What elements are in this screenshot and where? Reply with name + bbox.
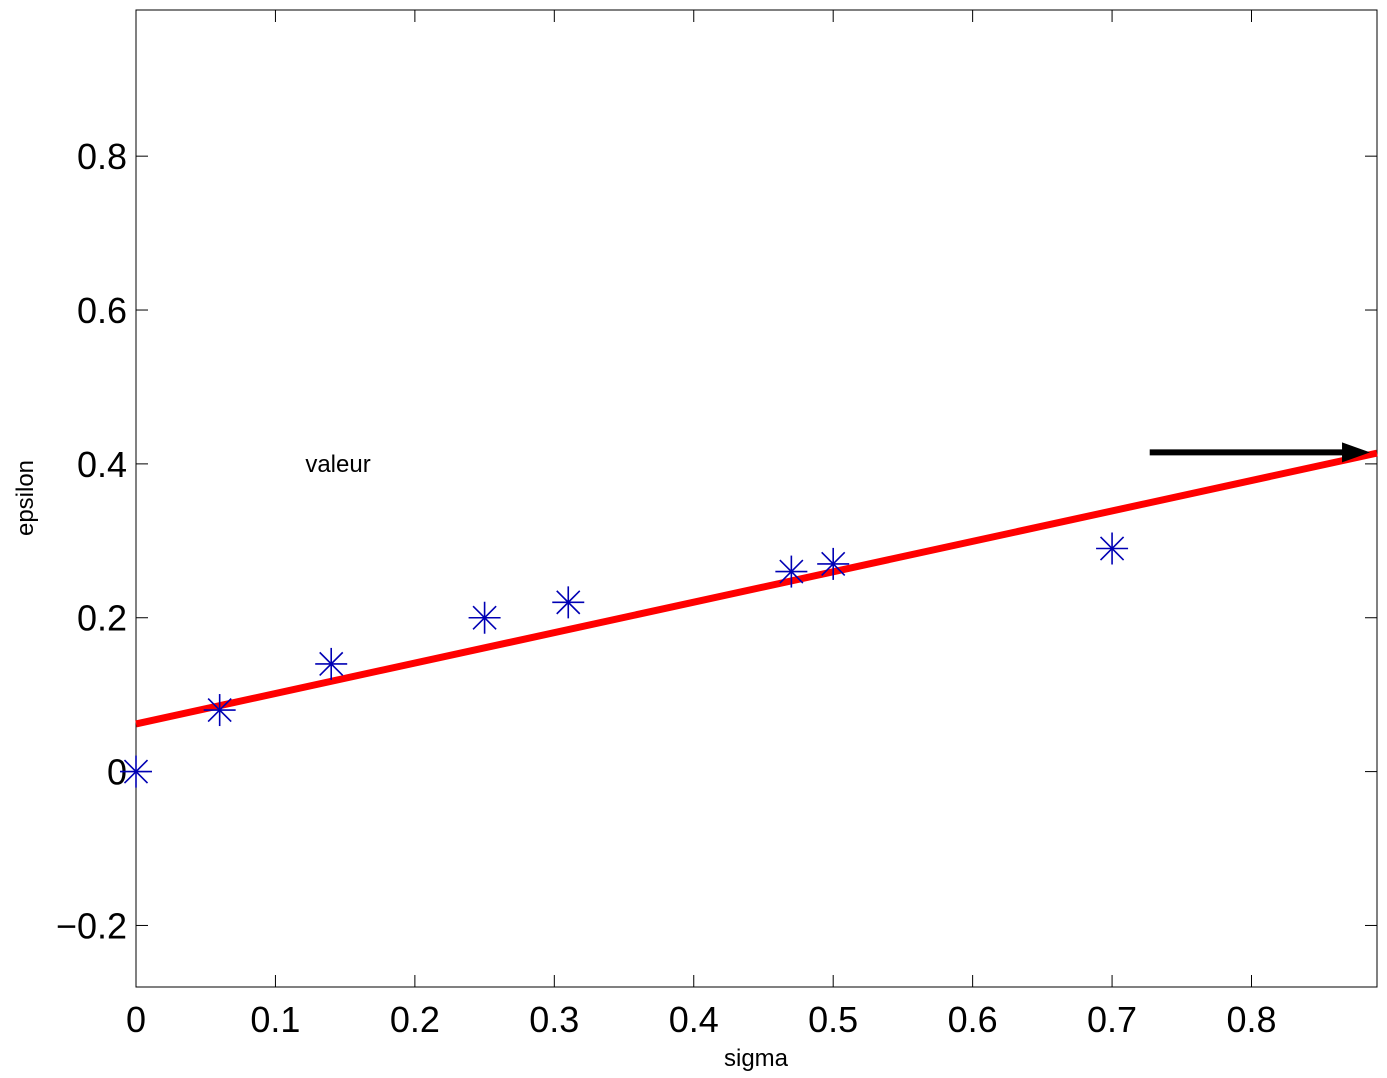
y-axis-label: epsilon: [12, 460, 39, 536]
y-tick-label: 0.6: [77, 290, 127, 331]
x-tick-label: 0.5: [808, 999, 858, 1040]
scatter-point: [817, 547, 850, 580]
scatter-point: [552, 586, 585, 619]
scatter-point: [775, 555, 808, 588]
y-tick-label: 0.2: [77, 598, 127, 639]
y-tick-label: −0.2: [56, 905, 127, 946]
x-tick-label: 0.6: [948, 999, 998, 1040]
x-tick-label: 0.7: [1087, 999, 1137, 1040]
scatter-point: [203, 694, 236, 727]
y-tick-label: 0: [107, 752, 127, 793]
annotation-arrow: [1149, 442, 1371, 463]
x-tick-label: 0.2: [390, 999, 440, 1040]
x-tick-label: 0.8: [1226, 999, 1276, 1040]
y-tick-label: 0.8: [77, 136, 127, 177]
fit-line-segment: [135, 449, 1378, 728]
x-tick-label: 0.1: [250, 999, 300, 1040]
annotation-valeur: valeur: [305, 451, 370, 478]
scatter-point: [1096, 532, 1129, 565]
x-tick-label: 0.3: [529, 999, 579, 1040]
y-tick-label: 0.4: [77, 444, 127, 485]
x-tick-label: 0: [126, 999, 146, 1040]
scatter-point: [468, 601, 501, 634]
scatter-markers: [120, 532, 1129, 788]
scatter-point: [315, 647, 348, 680]
fit-line: [135, 449, 1378, 728]
x-tick-label: 0.4: [669, 999, 719, 1040]
scatter-point: [120, 755, 152, 788]
arrow-head: [1342, 442, 1371, 463]
plot-area: [135, 9, 1378, 988]
x-ticks: 0 0.1 0.2 0.3 0.4 0.5 0.6 0.7 0.8: [126, 10, 1277, 1040]
y-ticks: −0.2 0 0.2 0.4 0.6 0.8: [56, 136, 1377, 946]
x-axis-label: sigma: [724, 1045, 789, 1072]
